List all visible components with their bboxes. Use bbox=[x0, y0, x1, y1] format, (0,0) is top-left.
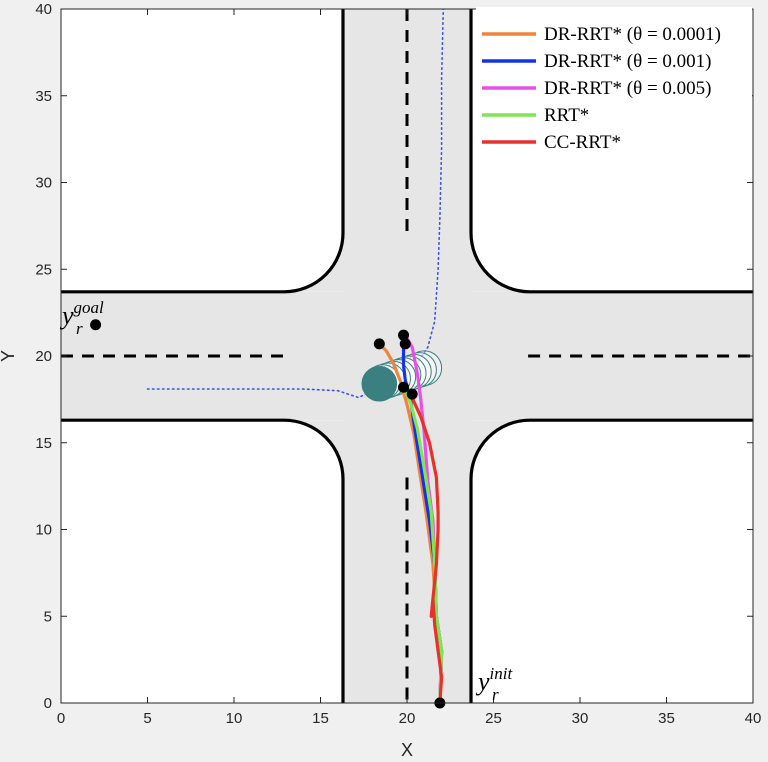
legend-label: RRT* bbox=[544, 105, 589, 126]
y-tick-label: 30 bbox=[35, 175, 52, 192]
annotation-sup: init bbox=[490, 664, 514, 683]
legend-box bbox=[476, 7, 752, 148]
annotation-text: yinit r bbox=[475, 664, 513, 704]
series-line-3 bbox=[401, 385, 444, 703]
y-tick-label: 5 bbox=[44, 608, 52, 625]
marker-point bbox=[398, 381, 410, 393]
corner-bottom-left-fill bbox=[284, 420, 343, 480]
annotation-text: ygoal r bbox=[59, 298, 104, 338]
corner-bottom-right-fill bbox=[471, 420, 530, 480]
corner-top-left-fill bbox=[284, 232, 343, 292]
legend: DR-RRT* (θ = 0.0001) DR-RRT* (θ = 0.001) D… bbox=[476, 7, 752, 153]
road-edge-0 bbox=[61, 9, 345, 294]
x-tick-label: 35 bbox=[658, 710, 675, 727]
legend-label: DR-RRT* (θ = 0.005) bbox=[544, 78, 712, 99]
marker-point bbox=[373, 338, 385, 350]
annotation-base: y bbox=[59, 301, 74, 330]
legend-label: DR-RRT* (θ = 0.0001) bbox=[544, 24, 721, 45]
x-tick-label: 15 bbox=[312, 710, 329, 727]
y-tick-label: 20 bbox=[35, 348, 52, 365]
y-tick-label: 15 bbox=[35, 435, 52, 452]
annotation-goal: ygoal r bbox=[59, 298, 104, 338]
uncertainty-ellipse bbox=[361, 365, 398, 402]
road-edge-1 bbox=[469, 9, 753, 294]
x-tick-label: 20 bbox=[399, 710, 416, 727]
series-line-4 bbox=[408, 392, 444, 703]
road-edge-3 bbox=[469, 418, 753, 703]
marker-point bbox=[398, 329, 410, 341]
road-edge-2 bbox=[61, 418, 345, 703]
y-tick-label: 25 bbox=[35, 261, 52, 278]
obstacle-trajectory bbox=[146, 9, 445, 399]
y-tick-label: 40 bbox=[35, 1, 52, 18]
x-tick-label: 30 bbox=[572, 710, 589, 727]
marker-point bbox=[90, 319, 102, 331]
x-axis: 0 5 10 15 20 25 30 35 40 bbox=[57, 9, 762, 727]
marker-point bbox=[399, 338, 411, 350]
x-tick-label: 5 bbox=[143, 710, 151, 727]
y-tick-label: 10 bbox=[35, 522, 52, 539]
x-tick-label: 0 bbox=[57, 710, 65, 727]
annotation-init: yinit r bbox=[475, 664, 513, 704]
legend-label: DR-RRT* (θ = 0.001) bbox=[544, 51, 712, 72]
annotation-sub: r bbox=[76, 319, 83, 338]
x-tick-label: 10 bbox=[226, 710, 243, 727]
annotation-sub: r bbox=[492, 685, 499, 704]
x-tick-label: 25 bbox=[485, 710, 502, 727]
y-tick-label: 35 bbox=[35, 88, 52, 105]
y-axis-label: Y bbox=[0, 350, 18, 362]
marker-layer bbox=[90, 319, 446, 709]
y-tick-label: 0 bbox=[44, 695, 52, 712]
series-layer bbox=[377, 333, 444, 703]
x-axis-label: X bbox=[401, 740, 413, 760]
marker-point bbox=[406, 388, 418, 400]
corner-top-right-fill bbox=[471, 232, 530, 292]
x-tick-label: 40 bbox=[745, 710, 762, 727]
legend-label: CC-RRT* bbox=[544, 132, 621, 153]
annotation-sup: goal bbox=[74, 298, 105, 317]
annotation-base: y bbox=[475, 667, 490, 696]
